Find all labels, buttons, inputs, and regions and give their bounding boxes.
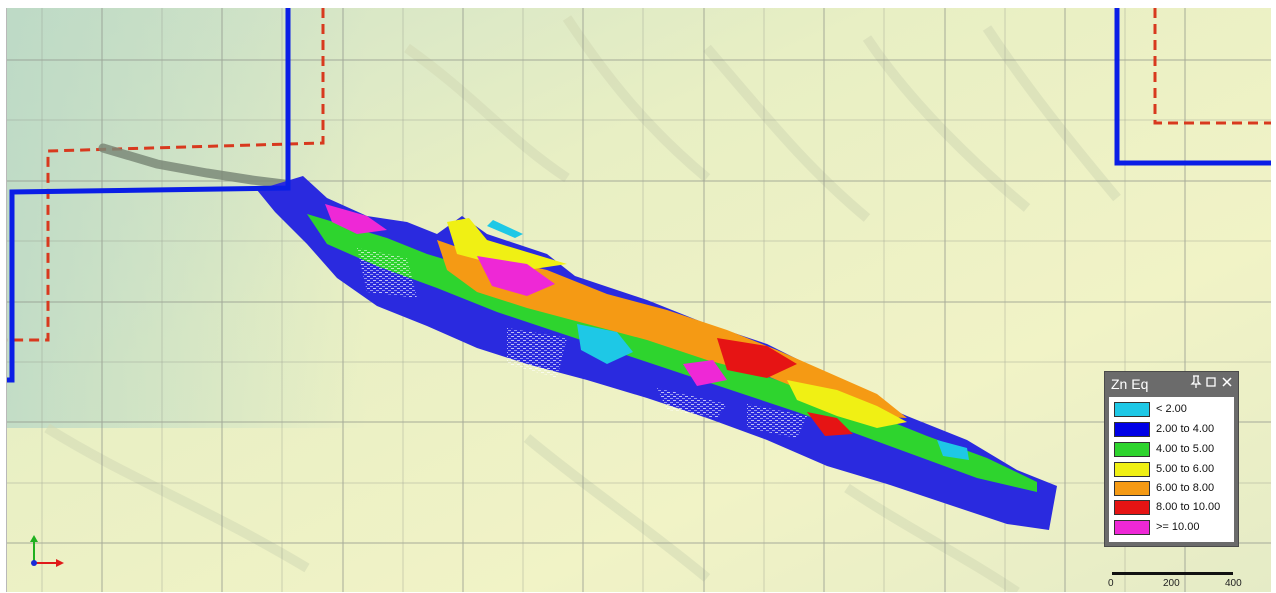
scale-tick-label: 200 — [1163, 578, 1180, 589]
scale-tick-label: 0 — [1108, 578, 1114, 589]
legend-panel[interactable]: Zn Eq < 2.00 2.00 to 4.00 4.00 — [1105, 372, 1238, 546]
ore-zone-cyan — [577, 324, 633, 364]
legend-items: < 2.00 2.00 to 4.00 4.00 to 5.00 5.00 to… — [1109, 397, 1234, 542]
legend-swatch — [1114, 520, 1150, 535]
legend-label: 6.00 to 8.00 — [1156, 482, 1215, 494]
ore-zone-orange — [437, 240, 907, 418]
terrain-relief — [44, 15, 1121, 592]
drillhole-trace — [98, 143, 297, 190]
dashed-boundary-left — [7, 8, 325, 342]
ore-zone-magenta-2 — [477, 256, 555, 296]
legend-swatch — [1114, 402, 1150, 417]
ore-zone-yellow-2 — [787, 380, 907, 428]
legend-item: < 2.00 — [1109, 400, 1234, 419]
dashed-boundary-right — [1153, 8, 1271, 125]
ore-zone-magenta-3 — [683, 360, 727, 386]
ore-body-model — [257, 176, 1057, 530]
legend-swatch — [1114, 462, 1150, 477]
ore-body-speckle — [357, 248, 807, 438]
legend-label: < 2.00 — [1156, 403, 1187, 415]
legend-swatch — [1114, 481, 1150, 496]
ore-zone-cyan-3 — [487, 220, 523, 238]
terrain-scene[interactable] — [7, 8, 1271, 592]
ore-zone-red-2 — [807, 412, 853, 436]
boundary-line-right — [1114, 8, 1271, 166]
legend-label: 8.00 to 10.00 — [1156, 501, 1221, 513]
legend-label: 2.00 to 4.00 — [1156, 423, 1215, 435]
legend-item: 8.00 to 10.00 — [1109, 498, 1234, 517]
legend-item: 5.00 to 6.00 — [1109, 460, 1234, 479]
ore-zone-yellow — [447, 218, 567, 270]
pin-icon[interactable] — [1189, 375, 1203, 391]
legend-swatch — [1114, 500, 1150, 515]
legend-title-bar[interactable]: Zn Eq — [1105, 372, 1238, 396]
ore-zone-magenta — [325, 204, 387, 234]
legend-title: Zn Eq — [1111, 376, 1149, 392]
3d-viewport[interactable] — [6, 8, 1271, 592]
ore-zone-cyan-2 — [937, 440, 969, 460]
legend-item: >= 10.00 — [1109, 518, 1234, 537]
axis-tripod-icon — [28, 533, 68, 569]
close-icon[interactable] — [1220, 375, 1234, 391]
scale-bar: 0 200 400 — [1108, 570, 1248, 592]
legend-label: 4.00 to 5.00 — [1156, 443, 1215, 455]
legend-item: 6.00 to 8.00 — [1109, 479, 1234, 498]
legend-item: 2.00 to 4.00 — [1109, 420, 1234, 439]
maximize-icon[interactable] — [1204, 375, 1218, 391]
scale-tick-label: 400 — [1225, 578, 1242, 589]
legend-label: 5.00 to 6.00 — [1156, 463, 1215, 475]
legend-label: >= 10.00 — [1156, 521, 1200, 533]
legend-swatch — [1114, 422, 1150, 437]
scale-bar-line — [1112, 572, 1233, 575]
legend-item: 4.00 to 5.00 — [1109, 440, 1234, 459]
boundary-line-left — [7, 8, 291, 383]
ore-zone-red — [717, 338, 797, 378]
legend-swatch — [1114, 442, 1150, 457]
